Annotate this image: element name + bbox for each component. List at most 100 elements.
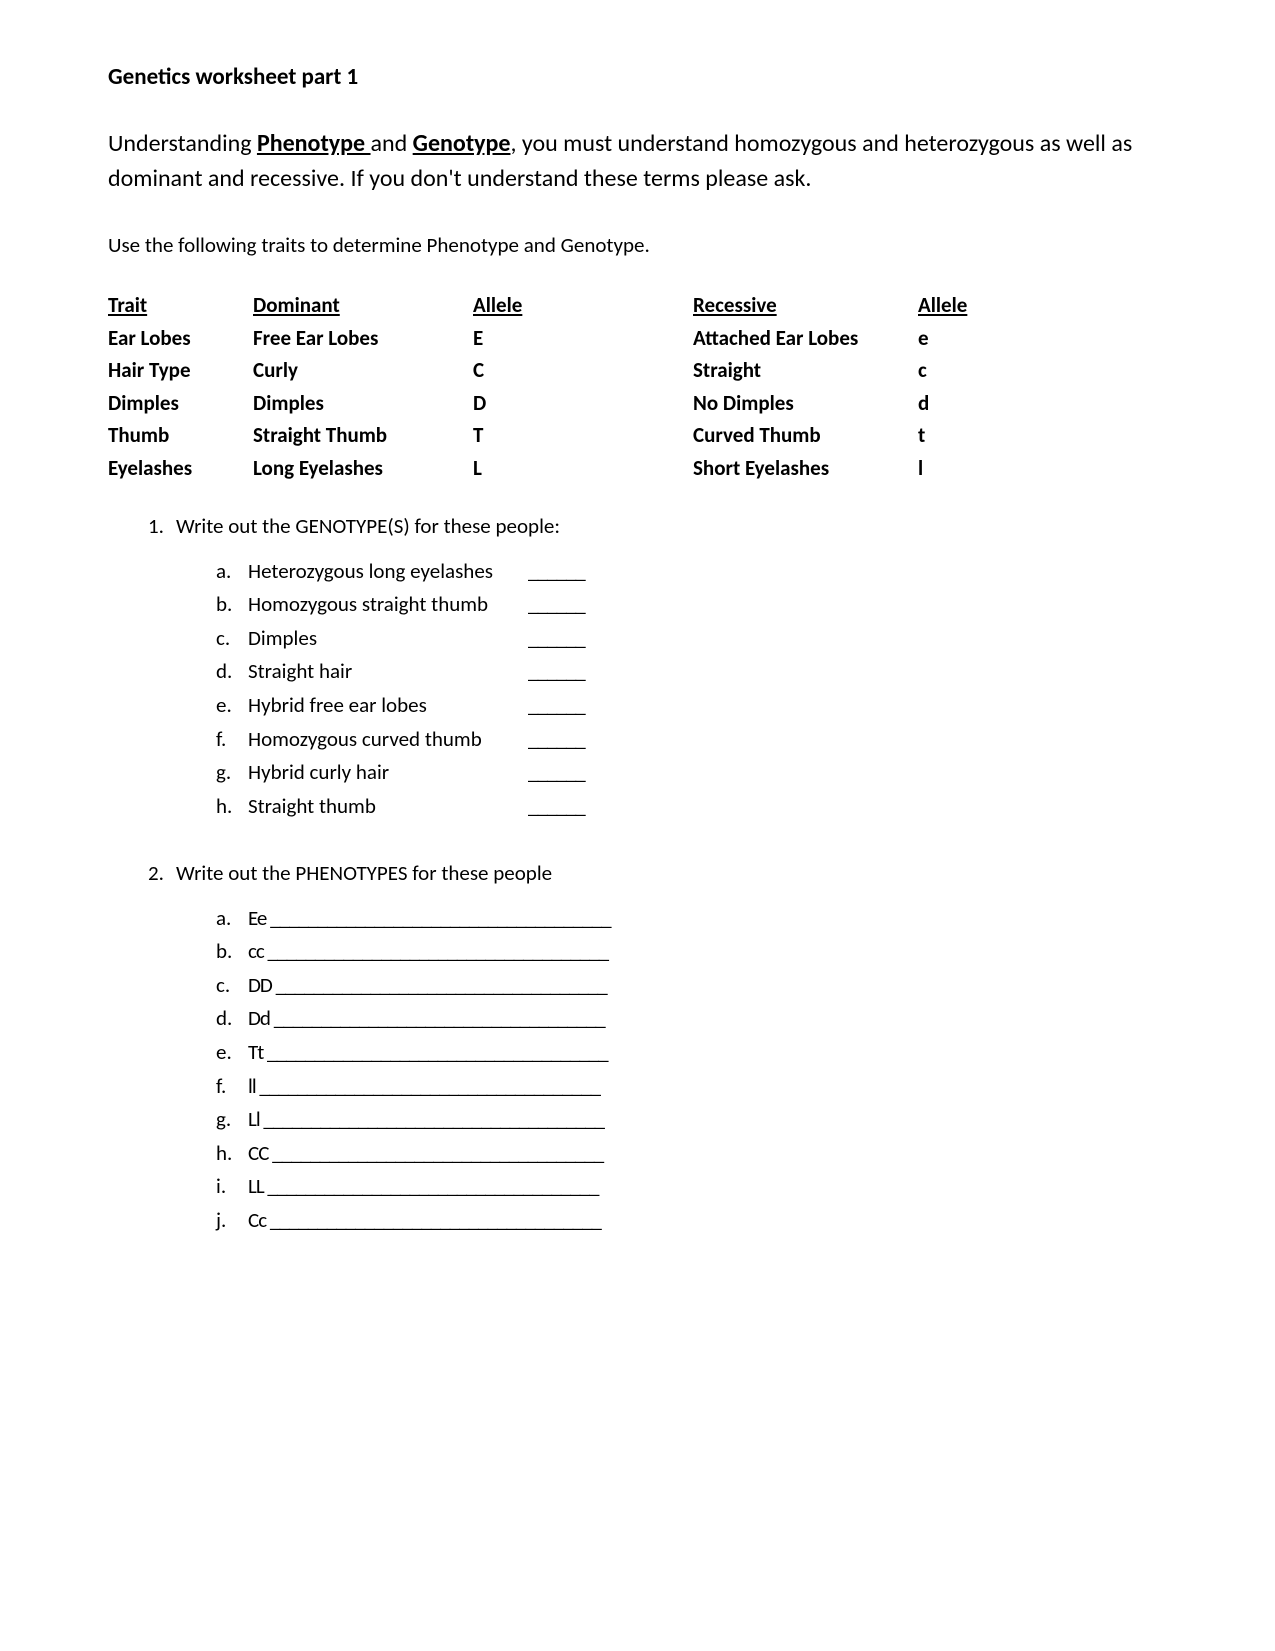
item-text[interactable]: Cc ___________________________________ bbox=[248, 1204, 601, 1238]
cell-dominant: Long Eyelashes bbox=[253, 452, 473, 485]
item-letter: i. bbox=[216, 1170, 248, 1204]
term-genotype: Genotype bbox=[413, 129, 511, 158]
cell-allele-rec: d bbox=[918, 387, 998, 420]
cell-allele-dom: L bbox=[473, 452, 693, 485]
cell-allele-rec: t bbox=[918, 419, 998, 452]
cell-allele-rec: e bbox=[918, 322, 998, 355]
item-letter: f. bbox=[216, 1070, 248, 1104]
item-text: Hybrid free ear lobes bbox=[248, 689, 528, 723]
list-item: c.Dimples______ bbox=[216, 622, 1167, 656]
cell-recessive: Short Eyelashes bbox=[693, 452, 918, 485]
item-text: Dimples bbox=[248, 622, 528, 656]
cell-allele-dom: D bbox=[473, 387, 693, 420]
answer-blank[interactable]: ______ bbox=[528, 655, 585, 689]
item-letter: a. bbox=[216, 902, 248, 936]
q1-items: a.Heterozygous long eyelashes______ b.Ho… bbox=[216, 555, 1167, 824]
item-text[interactable]: Ll ____________________________________ bbox=[248, 1103, 604, 1137]
q1-number: 1. bbox=[148, 512, 176, 540]
item-text[interactable]: DD ___________________________________ bbox=[248, 969, 607, 1003]
item-text[interactable]: Ee ____________________________________ bbox=[248, 902, 611, 936]
list-item: g.Hybrid curly hair______ bbox=[216, 756, 1167, 790]
intro-mid: and bbox=[371, 129, 413, 158]
cell-allele-rec: l bbox=[918, 452, 998, 485]
answer-blank[interactable]: ______ bbox=[528, 689, 585, 723]
item-letter: d. bbox=[216, 1002, 248, 1036]
header-allele-dom: Allele bbox=[473, 289, 693, 322]
q2-text: Write out the PHENOTYPES for these peopl… bbox=[176, 860, 552, 886]
instruction-text: Use the following traits to determine Ph… bbox=[108, 231, 1167, 259]
list-item: e.Hybrid free ear lobes______ bbox=[216, 689, 1167, 723]
answer-blank[interactable]: ______ bbox=[528, 555, 585, 589]
cell-trait: Hair Type bbox=[108, 354, 253, 387]
header-recessive: Recessive bbox=[693, 289, 918, 322]
answer-blank[interactable]: ______ bbox=[528, 756, 585, 790]
header-trait: Trait bbox=[108, 289, 253, 322]
list-item: b.cc ___________________________________… bbox=[216, 935, 1167, 969]
item-text[interactable]: CC ___________________________________ bbox=[248, 1137, 603, 1171]
item-letter: f. bbox=[216, 723, 248, 757]
q2-number: 2. bbox=[148, 859, 176, 887]
cell-recessive: Attached Ear Lobes bbox=[693, 322, 918, 355]
question-2: 2.Write out the PHENOTYPES for these peo… bbox=[108, 859, 1167, 1237]
page-title: Genetics worksheet part 1 bbox=[108, 62, 1167, 93]
list-item: i.LL ___________________________________ bbox=[216, 1170, 1167, 1204]
question-1-prompt: 1.Write out the GENOTYPE(S) for these pe… bbox=[148, 512, 1167, 540]
question-1: 1.Write out the GENOTYPE(S) for these pe… bbox=[108, 512, 1167, 823]
cell-recessive: No Dimples bbox=[693, 387, 918, 420]
item-letter: c. bbox=[216, 969, 248, 1003]
cell-recessive: Straight bbox=[693, 354, 918, 387]
item-letter: b. bbox=[216, 935, 248, 969]
cell-dominant: Free Ear Lobes bbox=[253, 322, 473, 355]
list-item: e.Tt ___________________________________… bbox=[216, 1036, 1167, 1070]
list-item: c.DD ___________________________________ bbox=[216, 969, 1167, 1003]
item-letter: h. bbox=[216, 1137, 248, 1171]
item-text[interactable]: LL ___________________________________ bbox=[248, 1170, 598, 1204]
item-text[interactable]: cc ____________________________________ bbox=[248, 935, 608, 969]
item-text[interactable]: ll ____________________________________ bbox=[248, 1070, 600, 1104]
list-item: a.Ee ___________________________________… bbox=[216, 902, 1167, 936]
cell-dominant: Straight Thumb bbox=[253, 419, 473, 452]
item-letter: e. bbox=[216, 689, 248, 723]
cell-allele-dom: T bbox=[473, 419, 693, 452]
item-text: Heterozygous long eyelashes bbox=[248, 555, 528, 589]
answer-blank[interactable]: ______ bbox=[528, 588, 585, 622]
cell-recessive: Curved Thumb bbox=[693, 419, 918, 452]
intro-paragraph: Understanding Phenotype and Genotype, yo… bbox=[108, 127, 1167, 197]
table-row: Ear Lobes Free Ear Lobes E Attached Ear … bbox=[108, 322, 1167, 355]
list-item: a.Heterozygous long eyelashes______ bbox=[216, 555, 1167, 589]
item-text: Hybrid curly hair bbox=[248, 756, 528, 790]
cell-trait: Thumb bbox=[108, 419, 253, 452]
list-item: b.Homozygous straight thumb______ bbox=[216, 588, 1167, 622]
table-header-row: Trait Dominant Allele Recessive Allele bbox=[108, 289, 1167, 322]
item-letter: j. bbox=[216, 1204, 248, 1238]
item-letter: c. bbox=[216, 622, 248, 656]
table-row: Eyelashes Long Eyelashes L Short Eyelash… bbox=[108, 452, 1167, 485]
item-text: Straight hair bbox=[248, 655, 528, 689]
intro-pre: Understanding bbox=[108, 129, 257, 158]
cell-trait: Ear Lobes bbox=[108, 322, 253, 355]
answer-blank[interactable]: ______ bbox=[528, 622, 585, 656]
header-allele-rec: Allele bbox=[918, 289, 998, 322]
table-row: Dimples Dimples D No Dimples d bbox=[108, 387, 1167, 420]
answer-blank[interactable]: ______ bbox=[528, 723, 585, 757]
list-item: h.CC ___________________________________ bbox=[216, 1137, 1167, 1171]
answer-blank[interactable]: ______ bbox=[528, 790, 585, 824]
q2-items: a.Ee ___________________________________… bbox=[216, 902, 1167, 1238]
item-letter: a. bbox=[216, 555, 248, 589]
item-text[interactable]: Tt ____________________________________ bbox=[248, 1036, 608, 1070]
cell-allele-dom: E bbox=[473, 322, 693, 355]
list-item: d.Straight hair______ bbox=[216, 655, 1167, 689]
item-letter: e. bbox=[216, 1036, 248, 1070]
cell-trait: Eyelashes bbox=[108, 452, 253, 485]
table-row: Hair Type Curly C Straight c bbox=[108, 354, 1167, 387]
q1-text: Write out the GENOTYPE(S) for these peop… bbox=[176, 513, 560, 539]
item-text: Homozygous curved thumb bbox=[248, 723, 528, 757]
list-item: d.Dd ___________________________________ bbox=[216, 1002, 1167, 1036]
list-item: f.Homozygous curved thumb______ bbox=[216, 723, 1167, 757]
cell-dominant: Dimples bbox=[253, 387, 473, 420]
item-letter: d. bbox=[216, 655, 248, 689]
list-item: g.Ll ___________________________________… bbox=[216, 1103, 1167, 1137]
item-text[interactable]: Dd ___________________________________ bbox=[248, 1002, 605, 1036]
list-item: j.Cc ___________________________________ bbox=[216, 1204, 1167, 1238]
table-row: Thumb Straight Thumb T Curved Thumb t bbox=[108, 419, 1167, 452]
